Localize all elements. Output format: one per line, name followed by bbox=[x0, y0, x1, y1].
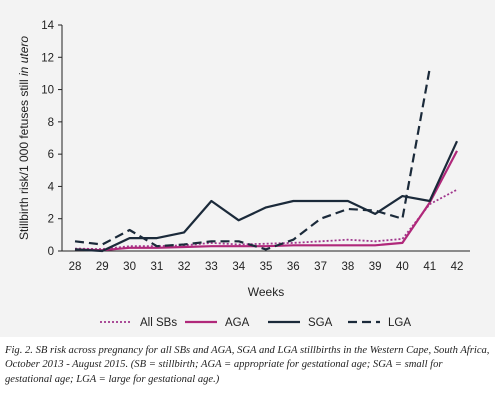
x-tick-label: 36 bbox=[287, 261, 300, 273]
x-tick-label: 41 bbox=[423, 261, 436, 273]
x-tick-label: 28 bbox=[69, 261, 82, 273]
y-axis-title: Stillbirth risk/1 000 fetuses still in u… bbox=[17, 36, 31, 240]
x-tick-label: 33 bbox=[205, 261, 218, 273]
x-tick-label: 37 bbox=[314, 261, 327, 273]
legend-label: LGA bbox=[388, 317, 411, 329]
x-tick-label: 39 bbox=[369, 261, 382, 273]
x-tick-label: 35 bbox=[260, 261, 273, 273]
x-tick-label: 29 bbox=[96, 261, 109, 273]
x-tick-label: 31 bbox=[150, 261, 163, 273]
series-line-lga bbox=[74, 68, 431, 251]
x-tick-label: 42 bbox=[451, 261, 464, 273]
y-tick-label: 0 bbox=[48, 246, 54, 258]
y-tick-label: 4 bbox=[48, 181, 55, 193]
series-line-sga bbox=[74, 140, 459, 253]
series-line-aga bbox=[74, 150, 458, 252]
legend-label: SGA bbox=[308, 317, 333, 329]
y-tick-label: 8 bbox=[48, 117, 54, 129]
y-tick-label: 10 bbox=[41, 85, 54, 97]
x-tick-label: 34 bbox=[232, 261, 245, 273]
figure-caption: Fig. 2. SB risk across pregnancy for all… bbox=[5, 345, 490, 385]
legend-label: AGA bbox=[225, 317, 250, 329]
legend-label: All SBs bbox=[140, 317, 177, 329]
x-tick-label: 32 bbox=[178, 261, 191, 273]
y-tick-label: 6 bbox=[48, 149, 54, 161]
x-tick-label: 30 bbox=[123, 261, 136, 273]
x-tick-label: 40 bbox=[396, 261, 409, 273]
line-chart: 0 2 4 6 8 10 12 14 28 29 30 31 32 33 34 35 36 37 38 39 40 41 4… bbox=[17, 20, 470, 329]
y-tick-label: 12 bbox=[41, 52, 54, 64]
y-tick-label: 14 bbox=[41, 20, 54, 32]
y-tick-label: 2 bbox=[48, 214, 54, 226]
x-axis-title: Weeks bbox=[248, 285, 284, 299]
x-tick-label: 38 bbox=[341, 261, 354, 273]
